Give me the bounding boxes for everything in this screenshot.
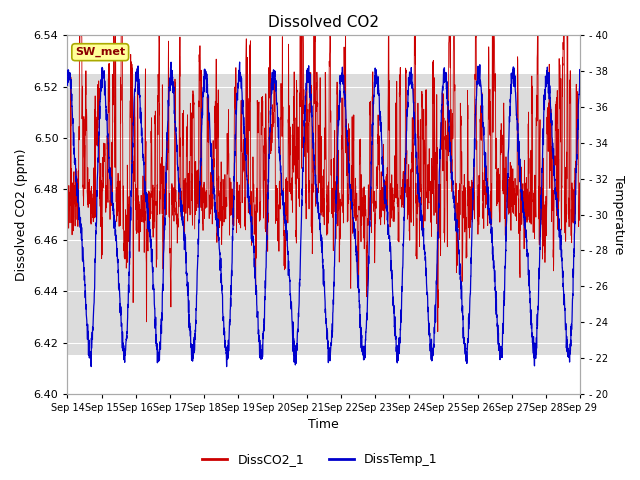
Title: Dissolved CO2: Dissolved CO2 [268, 15, 380, 30]
Legend: DissCO2_1, DissTemp_1: DissCO2_1, DissTemp_1 [197, 448, 443, 471]
Y-axis label: Dissolved CO2 (ppm): Dissolved CO2 (ppm) [15, 148, 28, 281]
X-axis label: Time: Time [308, 419, 339, 432]
Text: SW_met: SW_met [75, 47, 125, 57]
Y-axis label: Temperature: Temperature [612, 175, 625, 254]
Bar [67, 74, 580, 355]
